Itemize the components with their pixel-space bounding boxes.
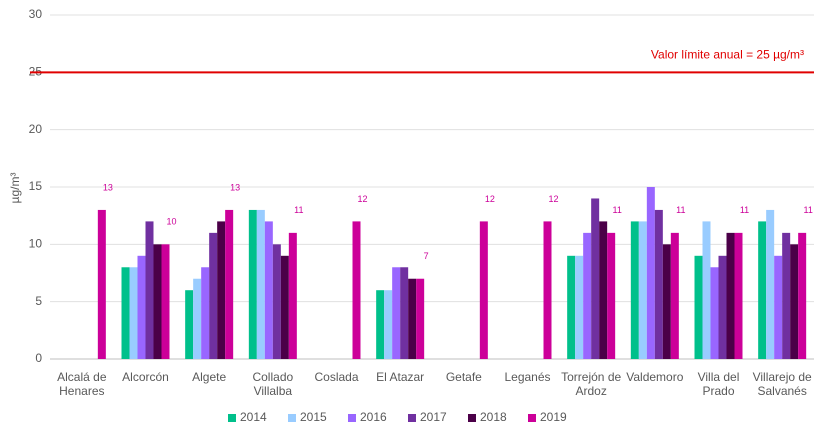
bar [758,221,767,359]
bar [782,232,791,359]
bar [225,209,234,359]
data-label: 13 [230,182,240,192]
bar [607,232,616,359]
bar [583,232,592,359]
bar [646,187,655,359]
bar [121,267,130,359]
bar [567,255,576,359]
x-tick-label: Villa del Prado [697,370,740,398]
bar [129,267,138,359]
bar [145,221,154,359]
x-tick-label: Getafe [445,370,482,384]
data-label: 13 [103,182,113,192]
bar [710,267,719,359]
bar [264,221,273,359]
legend-label: 2015 [300,410,327,423]
data-label: 11 [676,205,685,215]
y-axis-label: µg/m³ [8,173,22,204]
bar [97,209,106,359]
data-label: 12 [485,194,495,204]
bar [543,221,552,359]
legend-label: 2018 [480,410,507,423]
bar [774,255,783,359]
y-tick-label: 10 [29,237,43,251]
y-tick-label: 30 [29,7,43,21]
bar [638,221,647,359]
x-tick-label: Alcorcón [122,370,169,384]
bar [591,198,600,359]
data-label: 10 [166,217,176,227]
bar [376,290,385,359]
bar [248,209,257,359]
legend-label: 2014 [240,410,267,423]
legend-label: 2017 [420,410,447,423]
bar [201,267,210,359]
bar [718,255,727,359]
x-tick-label: Alcalá de Henares [57,370,107,398]
bar [662,244,671,359]
y-tick-label: 20 [29,122,43,136]
bar [702,221,711,359]
legend-swatch [408,414,416,422]
bar [352,221,361,359]
bar [630,221,639,359]
bar [400,267,409,359]
legend-swatch [288,414,296,422]
data-label: 11 [612,205,621,215]
x-tick-label: Algete [192,370,227,384]
bar [161,244,170,359]
data-label: 11 [740,205,749,215]
y-tick-label: 5 [35,294,42,308]
y-tick-label: 0 [35,351,42,365]
x-tick-label: Coslada [314,370,359,384]
bar [416,278,425,359]
x-tick-label: Torrejón de Ardoz [561,370,622,398]
bar [392,267,401,359]
bar [599,221,608,359]
bar [280,255,289,359]
bar [256,209,265,359]
bar [193,278,202,359]
legend-swatch [228,414,236,422]
x-tick-label: Villarejo de Salvanés [752,370,812,398]
bar [153,244,162,359]
data-label: 12 [548,194,558,204]
bar [384,290,393,359]
x-tick-label: Collado Villalba [252,370,294,398]
bar [217,221,226,359]
bar [766,209,775,359]
legend-label: 2019 [540,410,567,423]
bar [408,278,417,359]
legend-swatch [348,414,356,422]
legend-label: 2016 [360,410,387,423]
x-tick-label: Valdemoro [626,370,684,384]
x-tick-label: Leganés [504,370,551,384]
data-label: 7 [424,251,429,261]
bar [137,255,146,359]
bar [694,255,703,359]
bar [654,209,663,359]
bar [185,290,194,359]
bar [272,244,281,359]
bar [288,232,297,359]
bar [726,232,735,359]
legend-swatch [528,414,536,422]
bar [790,244,799,359]
bar [670,232,679,359]
data-label: 12 [357,194,367,204]
y-tick-label: 15 [29,179,43,193]
reference-label: Valor límite anual = 25 µg/m³ [651,48,804,62]
data-label: 11 [803,205,812,215]
data-label: 11 [294,205,303,215]
bar [479,221,488,359]
bar [209,232,218,359]
legend-swatch [468,414,476,422]
x-tick-label: El Atazar [376,370,425,384]
bar [798,232,807,359]
bar [734,232,743,359]
bar [575,255,584,359]
